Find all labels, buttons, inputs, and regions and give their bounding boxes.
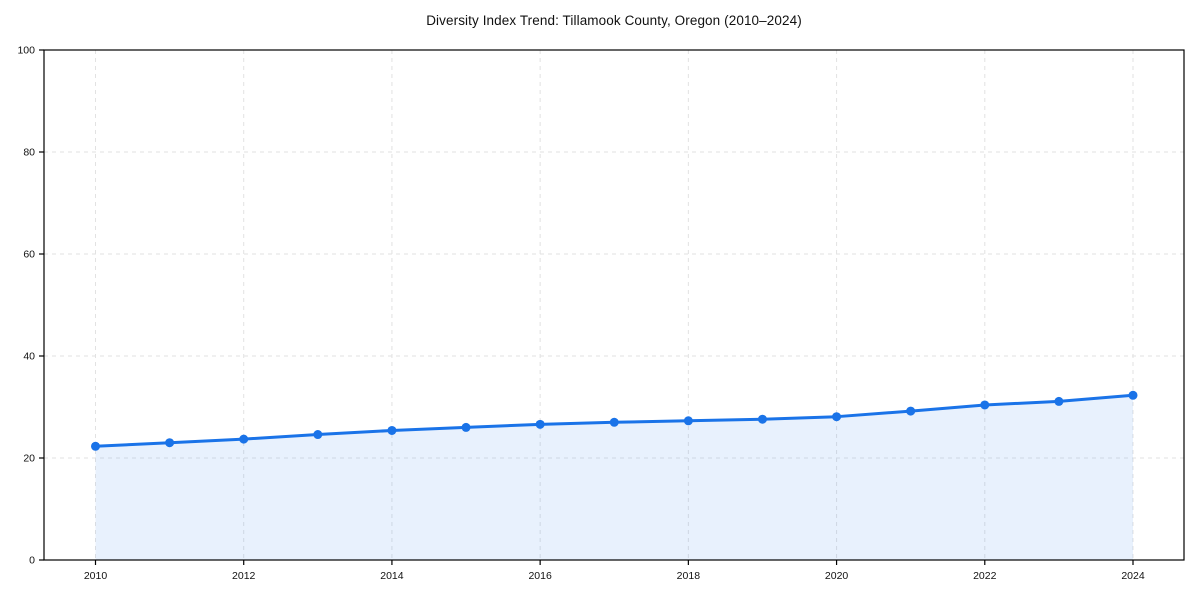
data-point-2015 — [461, 422, 471, 432]
data-point-2014 — [387, 425, 397, 435]
x-tick-label: 2018 — [677, 570, 701, 582]
data-point-2024 — [1128, 390, 1138, 400]
chart-title: Diversity Index Trend: Tillamook County,… — [426, 13, 802, 28]
y-tick-label: 60 — [23, 249, 35, 261]
x-tick-label: 2024 — [1121, 570, 1145, 582]
data-point-2017 — [609, 417, 619, 427]
y-tick-label: 100 — [17, 45, 35, 57]
data-point-2013 — [313, 430, 323, 440]
x-tick-label: 2020 — [825, 570, 849, 582]
data-point-2011 — [165, 438, 175, 448]
area-fill — [95, 395, 1133, 560]
x-tick-label: 2016 — [528, 570, 552, 582]
x-tick-label: 2014 — [380, 570, 404, 582]
x-tick-label: 2022 — [973, 570, 997, 582]
y-tick-label: 0 — [29, 555, 35, 567]
y-tick-label: 20 — [23, 453, 35, 465]
x-tick-label: 2010 — [84, 570, 108, 582]
data-point-2023 — [1054, 396, 1064, 406]
data-point-2022 — [980, 400, 990, 410]
data-point-2020 — [832, 412, 842, 422]
data-point-2012 — [239, 434, 249, 444]
data-point-2021 — [906, 406, 916, 416]
y-tick-label: 40 — [23, 351, 35, 363]
data-point-2018 — [683, 416, 693, 426]
data-point-2010 — [91, 441, 100, 451]
x-tick-label: 2012 — [232, 570, 256, 582]
y-tick-label: 80 — [23, 147, 35, 159]
data-point-2019 — [757, 414, 767, 424]
data-point-2016 — [535, 419, 545, 429]
plot-border — [43, 49, 1185, 561]
